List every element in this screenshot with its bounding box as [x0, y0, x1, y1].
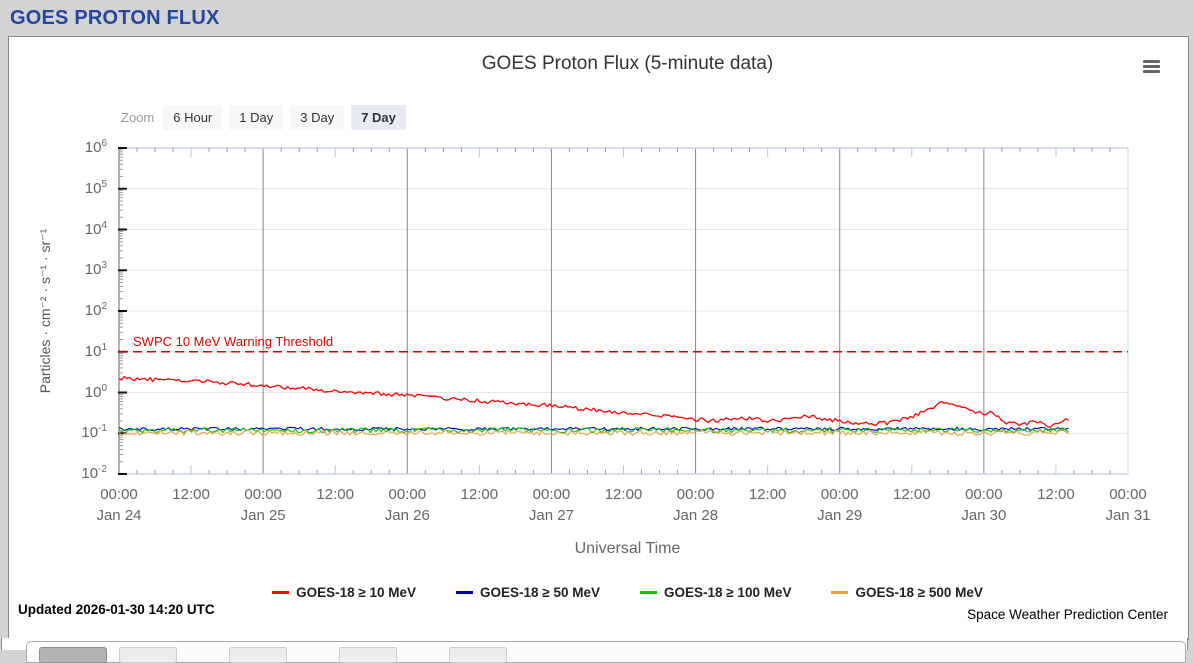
y-axis-tick-label: 10-2	[81, 464, 107, 482]
y-axis-tick-label: 10-1	[81, 423, 107, 442]
x-axis-title: Universal Time	[574, 540, 681, 557]
clipped-button[interactable]	[119, 647, 177, 663]
updated-timestamp: Updated 2026-01-30 14:20 UTC	[18, 602, 215, 617]
x-axis-tick-label: 00:00	[532, 486, 571, 503]
legend: GOES-18 ≥ 10 MeV GOES-18 ≥ 50 MeV GOES-18 …	[123, 585, 1132, 600]
chart-panel: GOES Proton Flux (5-minute data) Zoom 6 …	[8, 36, 1189, 640]
legend-marker	[272, 591, 290, 594]
y-axis-tick-label: 100	[84, 382, 107, 401]
x-axis-tick-label: 12:00	[172, 486, 210, 503]
context-menu-button[interactable]	[1143, 60, 1160, 73]
chart-title: GOES Proton Flux (5-minute data)	[481, 53, 774, 74]
y-axis-tick-label: 102	[84, 301, 107, 319]
legend-label: GOES-18 ≥ 10 MeV	[296, 585, 417, 600]
x-axis-tick-label: 12:00	[316, 486, 354, 503]
legend-item[interactable]: GOES-18 ≥ 100 MeV	[640, 585, 791, 600]
legend-marker	[640, 591, 657, 594]
legend-marker	[456, 591, 474, 594]
clipped-button[interactable]	[449, 647, 507, 663]
x-axis-date-label: Jan 28	[673, 507, 719, 524]
y-axis-tick-label: 101	[84, 341, 107, 360]
legend-item[interactable]: GOES-18 ≥ 50 MeV	[456, 585, 600, 600]
x-axis-tick-label: 00:00	[965, 486, 1003, 503]
x-axis-tick-label: 00:00	[244, 486, 282, 503]
plot-area[interactable]	[9, 37, 1193, 639]
x-axis-date-label: Jan 30	[961, 507, 1007, 524]
hamburger-icon	[1143, 65, 1160, 68]
y-axis-title: Particles · cm⁻² · s⁻¹ · sr⁻¹	[37, 228, 53, 394]
zoom-label: Zoom	[121, 110, 155, 125]
x-axis-tick-label: 12:00	[893, 486, 931, 503]
clipped-control-bar	[26, 641, 1186, 663]
zoom-button-1-day[interactable]: 1 Day	[229, 105, 284, 130]
threshold-label: SWPC 10 MeV Warning Threshold	[133, 334, 334, 349]
x-axis-tick-label: 00:00	[100, 486, 138, 503]
legend-marker	[831, 591, 849, 594]
legend-label: GOES-18 ≥ 50 MeV	[480, 585, 600, 600]
y-axis-tick-label: 105	[84, 178, 107, 197]
x-axis-tick-label: 00:00	[388, 486, 427, 503]
y-axis-tick-label: 104	[84, 219, 107, 238]
zoom-button-7-day[interactable]: 7 Day	[351, 105, 406, 130]
x-axis-date-label: Jan 27	[528, 507, 574, 524]
zoom-buttons: 6 Hour 1 Day 3 Day 7 Day	[163, 105, 406, 130]
y-axis-tick-label: 103	[84, 260, 107, 279]
x-axis-date-label: Jan 24	[96, 507, 142, 524]
x-axis-tick-label: 00:00	[676, 486, 715, 503]
x-axis-tick-label: 00:00	[820, 486, 859, 503]
x-axis-tick-label: 12:00	[1037, 486, 1075, 503]
credit-text: Space Weather Prediction Center	[967, 607, 1168, 622]
clipped-button[interactable]	[39, 647, 107, 663]
zoom-button-6-hour[interactable]: 6 Hour	[163, 105, 223, 130]
x-axis-tick-label: 12:00	[748, 486, 787, 503]
zoom-button-3-day[interactable]: 3 Day	[290, 105, 345, 130]
x-axis-tick-label: 12:00	[604, 486, 643, 503]
clipped-button[interactable]	[339, 647, 397, 663]
x-axis-date-label: Jan 26	[384, 507, 430, 524]
legend-item[interactable]: GOES-18 ≥ 500 MeV	[831, 585, 983, 600]
hamburger-icon	[1143, 70, 1160, 73]
page-title: GOES PROTON FLUX	[10, 7, 220, 29]
legend-label: GOES-18 ≥ 500 MeV	[855, 585, 983, 600]
zoom-controls: Zoom 6 Hour 1 Day 3 Day 7 Day	[121, 105, 406, 130]
hamburger-icon	[1143, 60, 1160, 63]
x-axis-tick-label: 12:00	[460, 486, 499, 503]
legend-label: GOES-18 ≥ 100 MeV	[664, 585, 792, 600]
x-axis-date-label: Jan 29	[817, 507, 863, 524]
legend-item[interactable]: GOES-18 ≥ 10 MeV	[272, 585, 416, 600]
y-axis-tick-label: 106	[84, 138, 107, 156]
clipped-button[interactable]	[229, 647, 287, 663]
x-axis-date-label: Jan 31	[1105, 507, 1151, 524]
x-axis-date-label: Jan 25	[240, 507, 286, 524]
x-axis-tick-label: 00:00	[1109, 486, 1147, 503]
